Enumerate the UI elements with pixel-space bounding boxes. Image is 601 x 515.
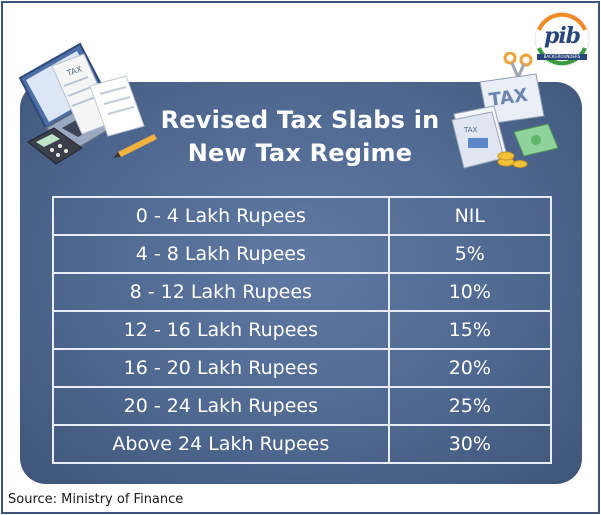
doc-tax-label: TAX [463,126,478,134]
title-line-1: Revised Tax Slabs in [160,106,440,134]
slab-range: Above 24 Lakh Rupees [52,424,390,464]
calculator-icon [27,127,83,165]
slab-range: 4 - 8 Lakh Rupees [52,234,390,274]
source-note: Source: Ministry of Finance [8,492,184,507]
table-row: 20 - 24 Lakh Rupees 25% [52,386,553,426]
pencil-icon [113,134,157,158]
tax-cut-illustration: TAX TAX [451,52,559,169]
paper-stack-icon: TAX [451,105,507,169]
slab-range: 12 - 16 Lakh Rupees [52,310,390,350]
tax-slab-table: 0 - 4 Lakh Rupees NIL 4 - 8 Lakh Rupees … [52,196,553,464]
laptop-tax-illustration: TAX [18,42,157,165]
logo-text: pib [543,23,581,49]
slab-rate: 15% [387,310,553,350]
table-row: 12 - 16 Lakh Rupees 15% [52,310,553,350]
pib-logo: pib BACKGROUNDERS [533,10,591,68]
slab-rate: NIL [387,196,553,236]
slab-range: 0 - 4 Lakh Rupees [52,196,390,236]
slab-rate: 20% [387,348,553,388]
table-row: 4 - 8 Lakh Rupees 5% [52,234,553,274]
tax-paper-icon: TAX [479,73,545,125]
page-title: Revised Tax Slabs in New Tax Regime [150,104,450,170]
slab-rate: 5% [387,234,553,274]
table-row: 0 - 4 Lakh Rupees NIL [52,196,553,236]
slab-range: 20 - 24 Lakh Rupees [52,386,390,426]
table-row: Above 24 Lakh Rupees 30% [52,424,553,464]
money-icon [513,123,559,157]
table-row: 16 - 20 Lakh Rupees 20% [52,348,553,388]
logo-subtext: BACKGROUNDERS [537,54,587,60]
coins-icon [497,151,528,168]
slab-rate: 25% [387,386,553,426]
slab-rate: 30% [387,424,553,464]
slab-range: 8 - 12 Lakh Rupees [52,272,390,312]
slab-range: 16 - 20 Lakh Rupees [52,348,390,388]
slab-rate: 10% [387,272,553,312]
title-line-2: New Tax Regime [187,139,413,167]
document-icon [89,75,145,137]
table-row: 8 - 12 Lakh Rupees 10% [52,272,553,312]
